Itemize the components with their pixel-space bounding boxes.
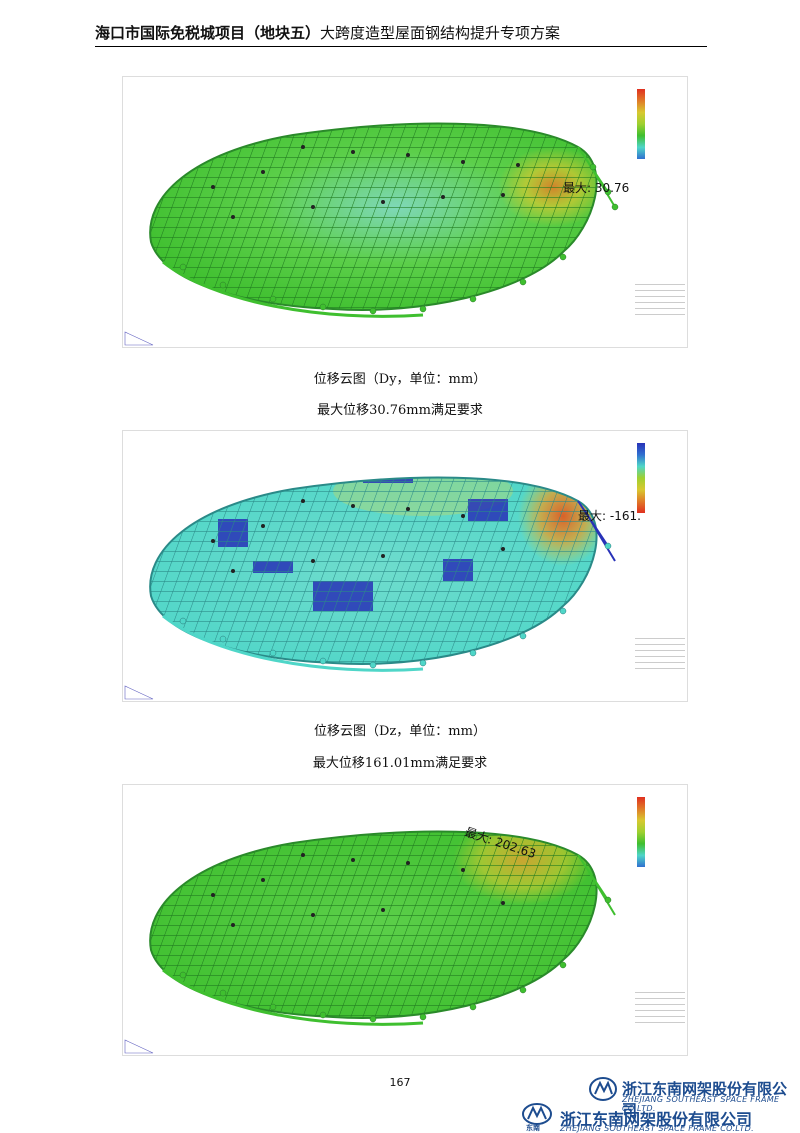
mesh-contour-plot xyxy=(124,830,616,1054)
company-name-en: ZHEJIANG SOUTHEAST SPACE FRAME CO.LTD. xyxy=(622,1095,780,1113)
company-emblem-icon xyxy=(522,1103,552,1125)
mesh-contour-plot xyxy=(124,122,619,346)
color-legend xyxy=(635,789,683,869)
model-info-box xyxy=(635,279,685,337)
max-value-label: 最大: 30.76 xyxy=(563,181,630,195)
color-legend xyxy=(635,435,683,515)
company-logo-top: 浙江东南网架股份有限公司 ZHEJIANG SOUTHEAST SPACE FR… xyxy=(588,1076,800,1119)
model-info-box xyxy=(635,987,685,1045)
model-info-box xyxy=(635,633,685,691)
company-name-cn: 浙江东南网架股份有限公司 xyxy=(560,1110,753,1129)
figure1-note: 最大位移30.76mm满足要求 xyxy=(317,403,483,418)
figure-dy-displacement: 最大: 30.76 xyxy=(122,76,688,348)
figure1-caption: 位移云图（Dy，单位：mm） xyxy=(313,372,487,387)
page-number: 167 xyxy=(389,1076,411,1089)
emblem-caption: 东南 xyxy=(526,1124,540,1132)
figure-dz-displacement: 最大: -161. xyxy=(122,430,688,702)
company-logo-bottom: 东南 浙江东南网架股份有限公司 ZHEJIANG SOUTHEAST SPACE… xyxy=(520,1102,790,1133)
page-header: 海口市国际免税城项目（地块五）大跨度造型屋面钢结构提升专项方案 xyxy=(95,22,707,47)
company-name-en: ZHEJIANG SOUTHEAST SPACE FRAME CO.LTD. xyxy=(560,1124,754,1133)
company-name-cn: 浙江东南网架股份有限公司 xyxy=(622,1080,788,1119)
header-doc-title: 大跨度造型屋面钢结构提升专项方案 xyxy=(320,24,561,42)
mesh-contour-plot xyxy=(124,476,616,700)
figure-displacement-3: 最大: 202.63 xyxy=(122,784,688,1056)
figure2-caption: 位移云图（Dz，单位：mm） xyxy=(314,724,486,739)
header-project-title: 海口市国际免税城项目（地块五） xyxy=(95,24,321,42)
color-legend xyxy=(635,81,683,161)
figure2-note: 最大位移161.01mm满足要求 xyxy=(312,756,488,771)
max-value-label: 最大: -161. xyxy=(578,509,641,523)
company-emblem-icon xyxy=(589,1077,617,1101)
